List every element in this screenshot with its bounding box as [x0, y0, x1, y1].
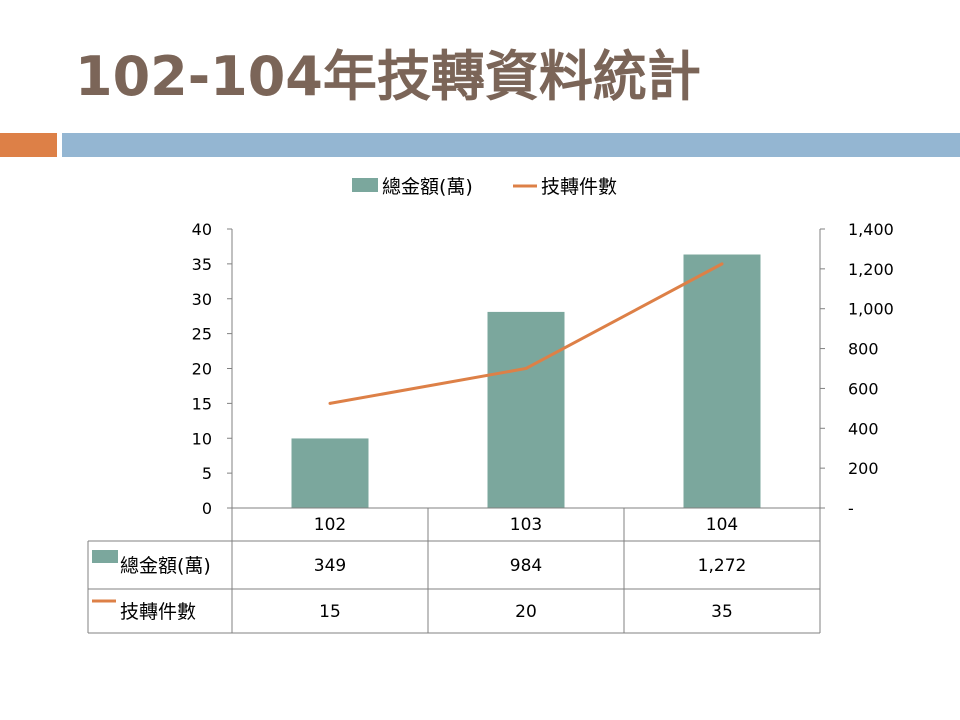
- left-tick-label: 5: [202, 464, 212, 483]
- left-tick-label: 30: [192, 290, 212, 309]
- accent-bar-orange: [0, 133, 57, 157]
- table-row-label-bar: 總金額(萬): [120, 555, 211, 577]
- right-tick-label: 200: [848, 459, 879, 478]
- left-tick-label: 15: [192, 394, 212, 413]
- left-tick-label: 35: [192, 255, 212, 274]
- bar-104: [683, 254, 761, 508]
- legend-swatch-bar: [352, 178, 378, 192]
- legend-label-bar: 總金額(萬): [382, 176, 473, 198]
- left-tick-label: 20: [192, 360, 212, 379]
- left-tick-label: 10: [192, 429, 212, 448]
- right-tick-label: 400: [848, 419, 879, 438]
- table-cell-line: 15: [319, 602, 341, 622]
- right-tick-label: 1,400: [848, 220, 894, 239]
- table-cell-line: 35: [711, 602, 733, 622]
- line-point-103: [524, 367, 528, 370]
- category-label-102: 102: [314, 515, 346, 535]
- left-tick-label: 0: [202, 499, 212, 518]
- left-tick-label: 40: [192, 220, 212, 239]
- bar-102: [291, 438, 369, 508]
- accent-bar-blue: [62, 133, 960, 157]
- right-tick-label: 1,200: [848, 260, 894, 279]
- table-row-label-line: 技轉件數: [120, 601, 196, 623]
- left-tick-label: 25: [192, 325, 212, 344]
- category-label-103: 103: [510, 515, 542, 535]
- table-cell-bar: 984: [510, 556, 542, 576]
- line-point-102: [328, 401, 332, 405]
- right-tick-label: 600: [848, 379, 879, 398]
- right-tick-label: 1,000: [848, 300, 894, 319]
- table-cell-line: 20: [515, 602, 537, 622]
- table-cell-bar: 1,272: [698, 556, 747, 576]
- line-point-104: [720, 262, 724, 266]
- page-title: 102-104年技轉資料統計: [75, 45, 701, 108]
- category-label-104: 104: [706, 515, 738, 535]
- table-swatch-bar: [92, 550, 118, 563]
- bar-103: [487, 311, 565, 508]
- table-cell-bar: 349: [314, 556, 346, 576]
- legend-label-line: 技轉件數: [541, 176, 617, 198]
- right-tick-label: 800: [848, 340, 879, 359]
- right-tick-label: -: [848, 499, 854, 518]
